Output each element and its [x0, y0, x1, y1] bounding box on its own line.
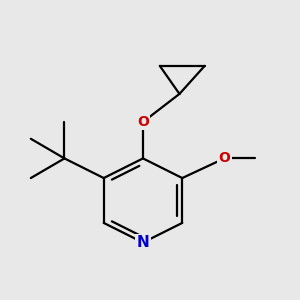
Text: O: O — [137, 115, 149, 129]
Text: N: N — [136, 235, 149, 250]
Text: O: O — [218, 152, 230, 165]
